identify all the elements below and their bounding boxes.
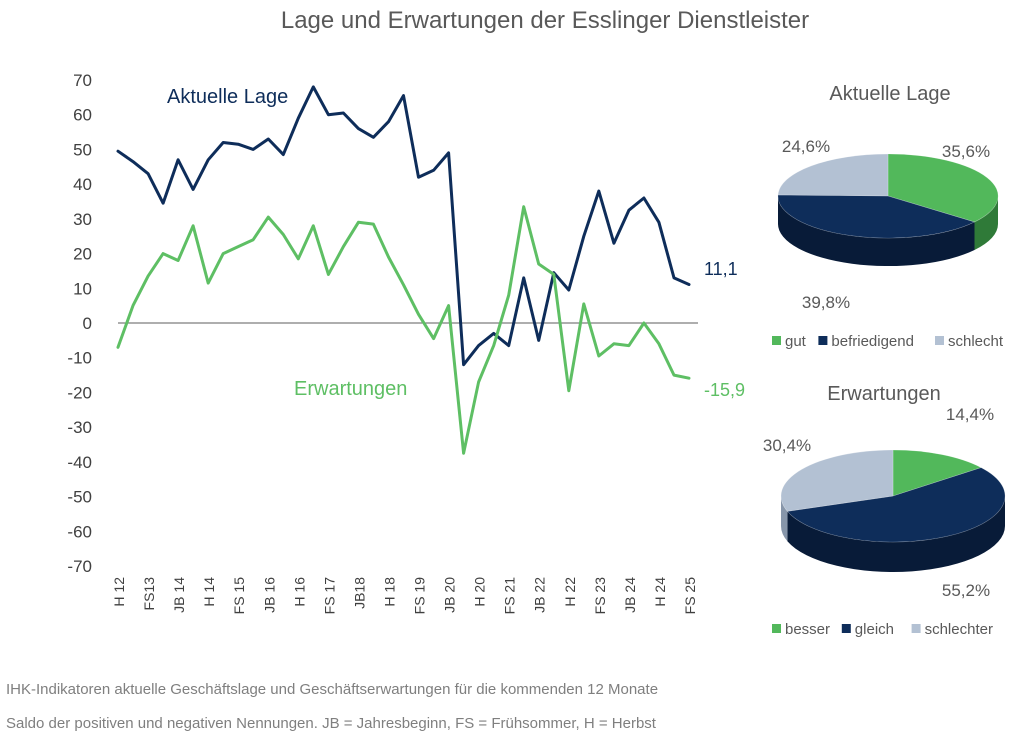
footer-caption-indicators: IHK-Indikatoren aktuelle Geschäftslage u… [6, 681, 659, 698]
end-value-label-aktuelle-lage: 11,1 [704, 259, 738, 279]
pie-slice-gleich [786, 467, 1006, 543]
legend-swatch [911, 624, 921, 633]
pie-title: Aktuelle Lage [829, 83, 950, 105]
y-tick-label: -50 [67, 488, 92, 507]
legend-swatch [772, 624, 781, 633]
pie-percent-label: 55,2% [942, 581, 990, 600]
legend-swatch [841, 624, 851, 633]
y-tick-label: 20 [73, 245, 92, 264]
pie-chart-erwartungen: Erwartungen 14,4% 55,2% 30,4% besser gleich sc… [763, 383, 1006, 638]
x-tick-label: FS 25 [682, 577, 698, 615]
x-tick-label: FS 19 [412, 577, 428, 615]
y-tick-label: 0 [83, 314, 92, 333]
x-tick-label: H 20 [472, 577, 488, 607]
pie-slice-befriedigend [777, 194, 976, 239]
series-line-aktuelle-lage [116, 85, 691, 367]
series-line-erwartungen [116, 205, 691, 455]
end-value-label-erwartungen: -15,9 [704, 380, 745, 400]
x-tick-label: JB18 [351, 577, 367, 609]
x-tick-label: JB 22 [532, 577, 548, 613]
pie-percent-label: 24,6% [782, 137, 830, 156]
x-tick-label: H 16 [291, 577, 307, 607]
series-label-erwartungen: Erwartungen [294, 378, 407, 400]
pie-slice-schlechter [780, 449, 894, 512]
pie-title: Erwartungen [827, 383, 940, 405]
y-tick-label: -70 [67, 557, 92, 576]
y-tick-label: -60 [67, 522, 92, 541]
pie-side-wall [777, 196, 975, 267]
y-tick-label: -30 [67, 418, 92, 437]
y-tick-label: -20 [67, 383, 92, 402]
x-tick-label: JB 14 [171, 577, 187, 613]
y-tick-label: 30 [73, 210, 92, 229]
x-tick-label: JB 24 [622, 577, 638, 613]
x-tick-label: FS 21 [502, 577, 518, 615]
x-tick-label: H 22 [562, 577, 578, 607]
x-tick-label: H 24 [652, 577, 668, 607]
pie-side-wall [787, 496, 1005, 572]
legend-label: befriedigend [831, 333, 914, 350]
x-tick-label: H 18 [381, 577, 397, 607]
series-label-aktuelle-lage: Aktuelle Lage [167, 86, 288, 108]
y-tick-label: -40 [67, 453, 92, 472]
x-tick-label: FS 15 [231, 577, 247, 615]
y-tick-label: 40 [73, 175, 92, 194]
pie-slice-schlecht [777, 153, 889, 197]
pie-chart-aktuelle-lage: Aktuelle Lage 35,6% 39,8% 24,6% gut befriedig… [772, 83, 1004, 350]
x-tick-label: JB 16 [261, 577, 277, 613]
legend-label: schlechter [925, 621, 993, 638]
x-tick-label: H 12 [111, 577, 127, 607]
x-tick-label: FS13 [141, 577, 157, 611]
legend-swatch [935, 336, 944, 345]
legend-label: schlecht [948, 333, 1004, 350]
legend-label: besser [785, 621, 830, 638]
pie-side-wall [974, 196, 999, 250]
y-tick-label: -10 [67, 349, 92, 368]
x-tick-label: FS 17 [321, 577, 337, 615]
footer-caption-legend-note: Saldo der positiven und negativen Nennun… [6, 715, 656, 732]
y-tick-label: 10 [73, 279, 92, 298]
pie-slice-gut [887, 153, 999, 223]
pie-percent-label: 30,4% [763, 436, 811, 455]
legend-swatch [818, 336, 828, 345]
pie-percent-label: 39,8% [802, 293, 850, 312]
y-tick-label: 60 [73, 106, 92, 125]
pie-percent-label: 35,6% [942, 142, 990, 161]
pie-percent-label: 14,4% [946, 405, 994, 424]
pie-slice-besser [892, 449, 982, 497]
y-tick-label: 70 [73, 71, 92, 90]
legend-label: gleich [855, 621, 894, 638]
legend-label: gut [785, 333, 807, 350]
pie-side-wall [781, 496, 788, 542]
x-tick-label: JB 20 [442, 577, 458, 613]
legend-swatch [772, 336, 781, 345]
x-tick-label: H 14 [201, 577, 217, 607]
y-tick-label: 50 [73, 140, 92, 159]
x-tick-label: FS 23 [592, 577, 608, 615]
line-chart: 70 60 50 40 30 20 10 0 -10 -20 -30 -40 -50 -60 -70 H 12… [67, 71, 745, 614]
chart-title: Lage und Erwartungen der Esslinger Diens… [281, 7, 809, 34]
